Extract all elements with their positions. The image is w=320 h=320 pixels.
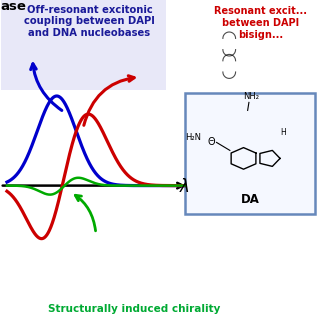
Text: Structurally induced chirality: Structurally induced chirality (48, 304, 220, 314)
Text: H₂N: H₂N (185, 133, 201, 142)
Text: Θ: Θ (208, 137, 216, 148)
Text: ase: ase (1, 0, 27, 13)
Bar (185, 93, 315, 214)
Text: NH₂: NH₂ (244, 92, 260, 101)
Text: DA: DA (240, 193, 259, 206)
Text: Resonant excit...
between DAPI
bisign...: Resonant excit... between DAPI bisign... (214, 6, 308, 40)
Bar (1, 0, 166, 90)
Text: λ: λ (180, 178, 190, 196)
Text: Off-resonant excitonic
coupling between DAPI
and DNA nucleobases: Off-resonant excitonic coupling between … (24, 5, 155, 38)
Text: H: H (281, 128, 286, 137)
